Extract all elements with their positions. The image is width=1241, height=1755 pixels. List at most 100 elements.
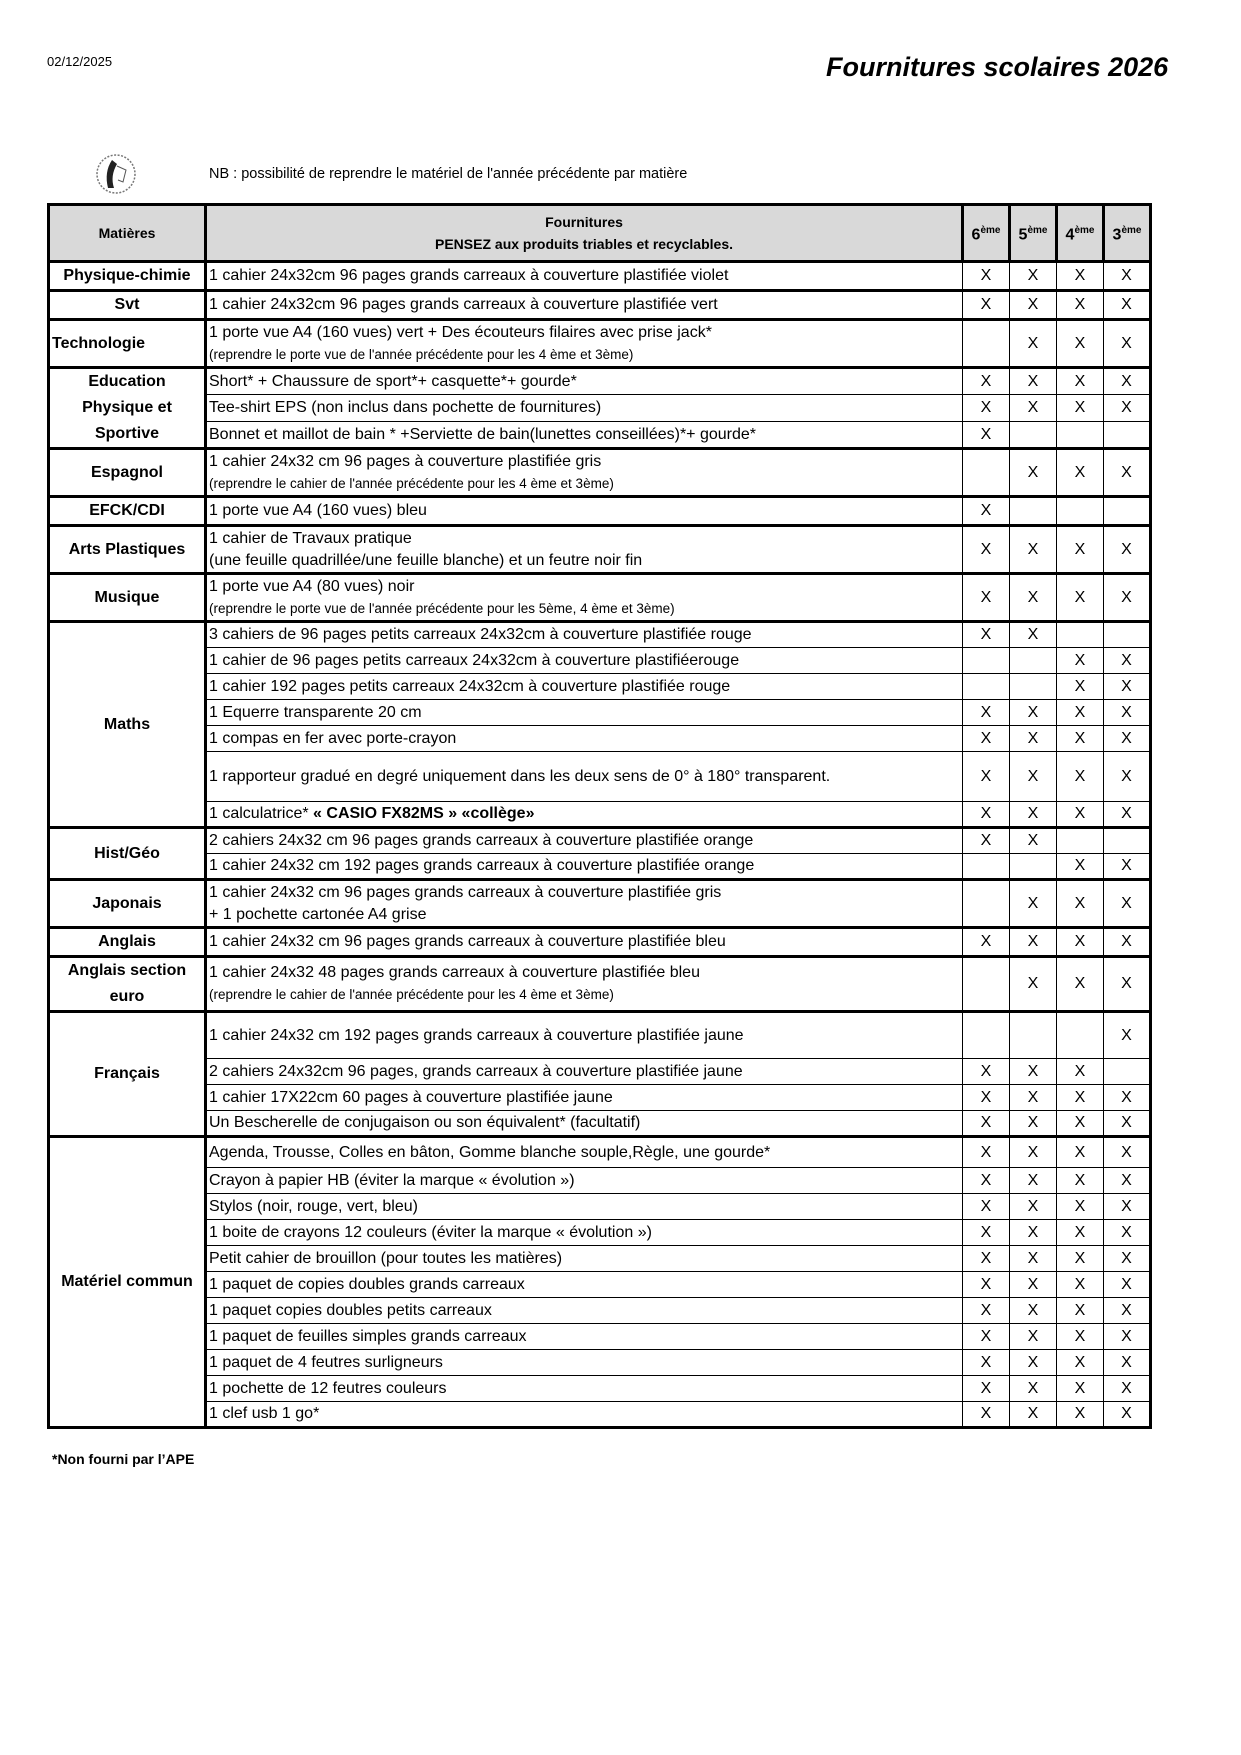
level-mark: X (1009, 699, 1057, 726)
level-mark: X (962, 621, 1010, 648)
level-mark (1056, 621, 1104, 648)
subject-name: Anglais section euro (48, 956, 207, 1012)
level-mark: X (1103, 394, 1151, 422)
header-items: Fournitures PENSEZ aux produits triables… (204, 203, 964, 263)
supply-item: Petit cahier de brouillon (pour toutes l… (205, 1245, 963, 1272)
table-row: Maths 3 cahiers de 96 pages petits carrea… (48, 621, 1151, 828)
level-mark: X (962, 699, 1010, 726)
subject-name: Arts Plastiques (48, 525, 207, 574)
supply-text-main: 1 cahier 24x32cm 96 pages grands carreau… (209, 296, 718, 313)
level-mark: X (1056, 1167, 1104, 1194)
level-mark: X (1056, 956, 1104, 1012)
supply-text: 1 cahier 24x32 cm 96 pages à couverture … (209, 451, 960, 473)
subject-group: Anglais section euro 1 cahier 24x32 48 pa… (48, 956, 1151, 1012)
supply-text: Stylos (noir, rouge, vert, bleu) (209, 1196, 960, 1218)
supply-item: 1 Equerre transparente 20 cm (205, 699, 963, 726)
supply-item: 2 cahiers 24x32 cm 96 pages grands carre… (205, 827, 963, 854)
level-mark: X (1103, 673, 1151, 700)
level-mark: X (962, 1271, 1010, 1298)
table-row: Svt 1 cahier 24x32cm 96 pages grands carr… (48, 290, 1151, 320)
supply-text-main: 1 boite de crayons 12 couleurs (éviter l… (209, 1223, 652, 1241)
level-mark: X (1056, 751, 1104, 802)
supply-item: 1 cahier 24x32 cm 96 pages à couverture … (205, 448, 963, 497)
level-mark: X (1009, 1375, 1057, 1402)
level-mark: X (1103, 1349, 1151, 1376)
table-row: Crayon à papier HB (éviter la marque « é… (49, 1167, 1151, 1194)
level-mark: X (962, 1058, 1010, 1085)
table-row: EFCK/CDI 1 porte vue A4 (160 vues) bleu X (48, 496, 1151, 526)
level-mark: X (962, 1323, 1010, 1350)
supply-item: 1 cahier de 96 pages petits carreaux 24x… (205, 647, 963, 674)
supply-text-main: Un Bescherelle de conjugaison ou son équ… (209, 1114, 641, 1131)
level-mark (1009, 647, 1057, 674)
supply-text: 1 pochette de 12 feutres couleurs (209, 1378, 960, 1400)
level-mark: X (1009, 394, 1057, 422)
level-mark: X (1056, 699, 1104, 726)
level-sup: ème (1121, 224, 1142, 236)
supply-item: 1 cahier 24x32 cm 96 pages grands carrea… (205, 927, 963, 957)
subject-name: Matériel commun (48, 1136, 207, 1428)
level-mark: X (1103, 1323, 1151, 1350)
level-mark: X (1056, 853, 1104, 880)
supply-item: 1 cahier 192 pages petits carreaux 24x32… (205, 673, 963, 700)
level-mark: X (1056, 1323, 1104, 1350)
supply-text: 2 cahiers 24x32cm 96 pages, grands carre… (209, 1061, 960, 1083)
level-mark: X (1056, 448, 1104, 497)
level-mark: X (1009, 525, 1057, 574)
supply-text: 1 paquet de 4 feutres surligneurs (209, 1352, 960, 1374)
level-mark: X (962, 1219, 1010, 1246)
header-level-3: 3ème (1102, 203, 1152, 263)
level-mark: X (1009, 448, 1057, 497)
supply-text-main: 1 pochette de 12 feutres couleurs (209, 1379, 447, 1397)
table-row: 1 paquet copies doubles petits carreaux X… (49, 1297, 1151, 1324)
supply-text: Un Bescherelle de conjugaison ou son équ… (209, 1112, 960, 1134)
table-row: Anglais 1 cahier 24x32 cm 96 pages grands… (48, 927, 1151, 957)
level-mark: X (962, 290, 1010, 320)
supply-note: (une feuille quadrillée/une feuille blan… (209, 551, 643, 569)
supply-text-main: 1 cahier 24x32 48 pages grands carreaux … (209, 964, 700, 981)
level-mark (1009, 1011, 1057, 1059)
subject-name: Physique-chimie (48, 261, 207, 291)
supply-text: 1 clef usb 1 go* (209, 1403, 960, 1425)
table-row: Education Physique et Sportive Short* + C… (48, 367, 1151, 449)
supply-item: 1 paquet de copies doubles grands carrea… (205, 1271, 963, 1298)
supply-text: 1 cahier 192 pages petits carreaux 24x32… (209, 676, 960, 698)
level-mark: X (1009, 1401, 1057, 1428)
level-mark: X (1009, 367, 1057, 395)
table-row: Matériel commun Agenda, Trousse, Colles e… (48, 1136, 1151, 1428)
supply-text: 1 cahier de Travaux pratique (209, 528, 960, 550)
supply-text-main: 1 paquet copies doubles petits carreaux (209, 1301, 492, 1319)
supply-text-main: Bonnet et maillot de bain * +Serviette d… (209, 425, 757, 443)
supply-text: 1 cahier 24x32 cm 96 pages grands carrea… (209, 882, 960, 904)
school-logo (96, 154, 136, 194)
supply-item: Un Bescherelle de conjugaison ou son équ… (205, 1110, 963, 1137)
level-num: 3 (1112, 226, 1122, 244)
level-mark: X (1103, 853, 1151, 880)
table-row: 2 cahiers 24x32cm 96 pages, grands carre… (49, 1058, 1151, 1085)
subject-name: Education Physique et Sportive (48, 367, 207, 449)
level-mark: X (1103, 319, 1151, 368)
level-mark: X (1056, 1245, 1104, 1272)
supply-item: 1 cahier de Travaux pratique (une feuille… (205, 525, 963, 574)
supply-text: 1 cahier 24x32 cm 192 pages grands carre… (209, 1025, 960, 1047)
level-mark: X (1056, 647, 1104, 674)
supply-text-main: Agenda, Trousse, Colles en bâton, Gomme … (209, 1143, 771, 1161)
level-mark: X (1009, 879, 1057, 928)
supply-note: (reprendre le porte vue de l'année précé… (209, 346, 634, 362)
supply-text-main: 1 porte vue A4 (160 vues) bleu (209, 502, 427, 519)
level-mark: X (1009, 956, 1057, 1012)
level-mark (1103, 496, 1151, 526)
header-items-subtitle: PENSEZ aux produits triables et recyclab… (435, 236, 733, 252)
level-mark: X (962, 394, 1010, 422)
level-mark: X (1056, 573, 1104, 622)
level-mark: X (962, 261, 1010, 291)
subject-group: Espagnol 1 cahier 24x32 cm 96 pages à cou… (48, 448, 1151, 497)
supply-item: 1 porte vue A4 (160 vues) vert + Des éco… (205, 319, 963, 368)
supply-text-main: 1 cahier 24x32 cm 192 pages grands carre… (209, 1026, 744, 1044)
supply-text: 1 calculatrice* « CASIO FX82MS » «collèg… (209, 803, 960, 825)
level-mark: X (962, 1084, 1010, 1111)
level-mark (1009, 673, 1057, 700)
supply-item: Short* + Chaussure de sport*+ casquette*… (205, 367, 963, 395)
level-mark (1009, 853, 1057, 880)
level-mark: X (962, 751, 1010, 802)
